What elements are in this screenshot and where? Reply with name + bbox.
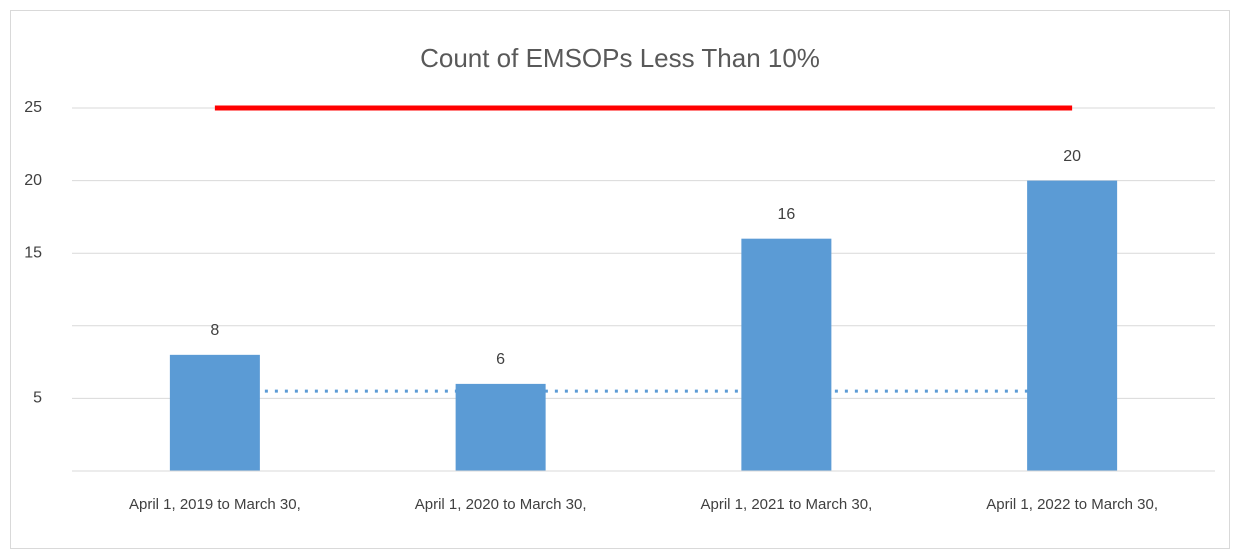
data-label: 20 [1063,148,1081,165]
data-label: 16 [777,206,795,223]
data-label: 6 [496,351,505,368]
x-tick-label: April 1, 2021 to March 30, [700,496,872,513]
data-label: 8 [210,322,219,339]
y-tick-label: 20 [24,172,42,189]
chart-title: Count of EMSOPs Less Than 10% [420,43,820,73]
bar [455,383,546,471]
x-tick-label: April 1, 2022 to March 30, [986,496,1158,513]
bar [169,354,260,471]
y-tick-label: 15 [24,244,42,261]
x-tick-label: April 1, 2019 to March 30, [129,496,301,513]
x-tick-label: April 1, 2020 to March 30, [415,496,587,513]
bar [1027,180,1118,471]
bar [741,238,832,471]
y-tick-label: 25 [24,99,42,116]
y-tick-label: 5 [33,390,42,407]
